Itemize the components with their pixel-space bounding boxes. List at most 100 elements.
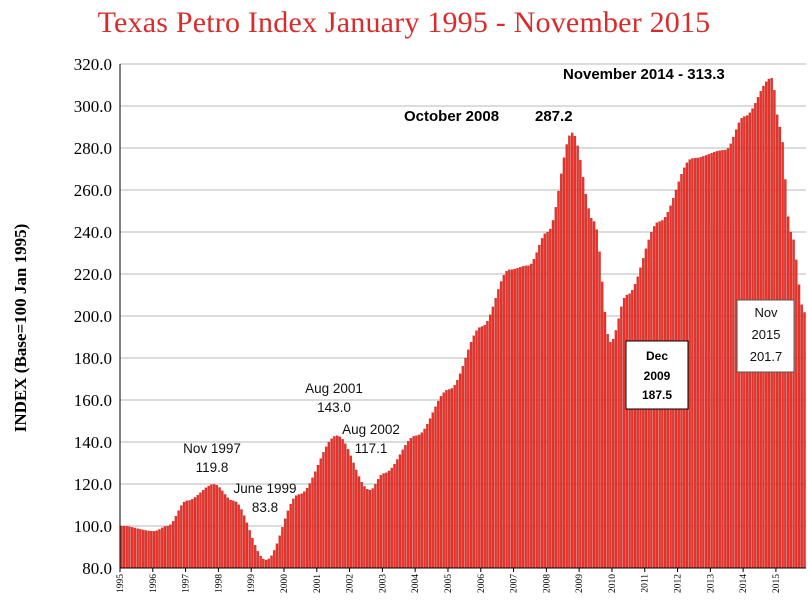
bar (611, 338, 615, 569)
bar (554, 207, 557, 569)
bar (729, 143, 732, 569)
bar (128, 526, 131, 569)
bar (366, 489, 369, 569)
bar (141, 529, 145, 569)
bar (169, 524, 172, 569)
bar (245, 522, 249, 569)
bar (344, 443, 347, 569)
bar (450, 388, 454, 569)
chart-title: Texas Petro Index January 1995 - Novembe… (97, 6, 711, 39)
bar (199, 492, 202, 569)
bar (385, 472, 388, 569)
bar (136, 528, 139, 569)
x-tick-label: 1996 (149, 574, 159, 593)
bar (497, 289, 500, 569)
annotation-june-1999: June 1999 83.8 (233, 481, 296, 515)
y-tick-label: 320.0 (74, 55, 112, 74)
bar (568, 135, 571, 569)
bar (590, 218, 593, 569)
bar (546, 231, 549, 569)
bar (161, 527, 164, 569)
bar (538, 244, 541, 569)
bar (625, 294, 629, 569)
bar (270, 555, 273, 569)
annotation-nov-2015-line1: Nov (754, 305, 778, 320)
annotation-nov-2015-box (736, 299, 795, 373)
bar (480, 326, 484, 569)
bar (609, 342, 612, 569)
annotation-nov-2015: Nov 2015 201.7 (736, 299, 795, 373)
bar (721, 150, 724, 569)
bar (598, 251, 601, 569)
annotation-nov-2015-line3: 201.7 (750, 349, 783, 364)
bar (688, 159, 691, 569)
bar (355, 469, 358, 569)
bar (458, 373, 462, 569)
bar (510, 269, 514, 569)
annotation-aug-2001-label: Aug 2001 (305, 381, 363, 396)
bar (286, 510, 290, 569)
x-tick-label: 2000 (280, 574, 290, 593)
bar (223, 494, 227, 569)
bar (327, 441, 331, 569)
y-axis-label: INDEX (Base=100 Jan 1995) (11, 224, 30, 433)
bar (707, 154, 711, 569)
annotation-dec-2009-line2: 2009 (644, 369, 671, 383)
bar (713, 152, 716, 569)
y-tick-label: 240.0 (74, 223, 112, 242)
bar (521, 266, 525, 569)
bar (797, 284, 801, 569)
y-tick-label: 80.0 (82, 559, 112, 578)
bar (549, 228, 552, 569)
bar (693, 158, 697, 569)
bar (218, 487, 221, 569)
bar (396, 459, 399, 569)
x-tick-label: 2015 (772, 574, 782, 593)
bar (488, 314, 492, 569)
bar (469, 342, 473, 569)
bars (120, 77, 806, 569)
x-tick-label: 2001 (313, 574, 323, 593)
bar (527, 265, 530, 569)
x-tick-label: 2009 (575, 574, 585, 593)
x-tick-label: 1995 (116, 574, 126, 593)
bar (437, 400, 440, 569)
bar (319, 458, 322, 569)
bar (601, 281, 604, 569)
bar (311, 477, 314, 569)
bar (704, 155, 708, 569)
annotation-june-1999-label: June 1999 (233, 481, 296, 496)
bar (297, 494, 301, 569)
bar (702, 156, 705, 569)
bar (532, 259, 536, 569)
bar (363, 486, 366, 569)
bar (540, 238, 544, 569)
y-tick-label: 300.0 (74, 97, 112, 116)
bar (557, 190, 560, 569)
bar (333, 436, 336, 569)
bar (420, 432, 424, 569)
bar (551, 220, 555, 569)
bar (412, 436, 415, 569)
bar (519, 267, 522, 569)
annotation-oct-2008: October 2008 287.2 (404, 108, 573, 125)
x-tick-label: 1999 (247, 574, 257, 593)
bar (639, 267, 642, 569)
annotation-dec-2009: Dec 2009 187.5 (625, 340, 689, 410)
annotation-dec-2009-box (625, 340, 689, 410)
bar (726, 148, 730, 569)
bar (587, 208, 590, 569)
bar (232, 500, 235, 569)
bar (191, 499, 194, 569)
x-tick-label: 2002 (346, 574, 356, 593)
bar (322, 452, 325, 569)
bar (210, 484, 213, 569)
bar (691, 158, 694, 569)
bar (456, 380, 459, 569)
bar (341, 439, 344, 569)
bar (718, 150, 721, 569)
bar (379, 474, 383, 569)
bar (786, 216, 790, 569)
bar (212, 484, 216, 569)
bar (335, 435, 339, 569)
